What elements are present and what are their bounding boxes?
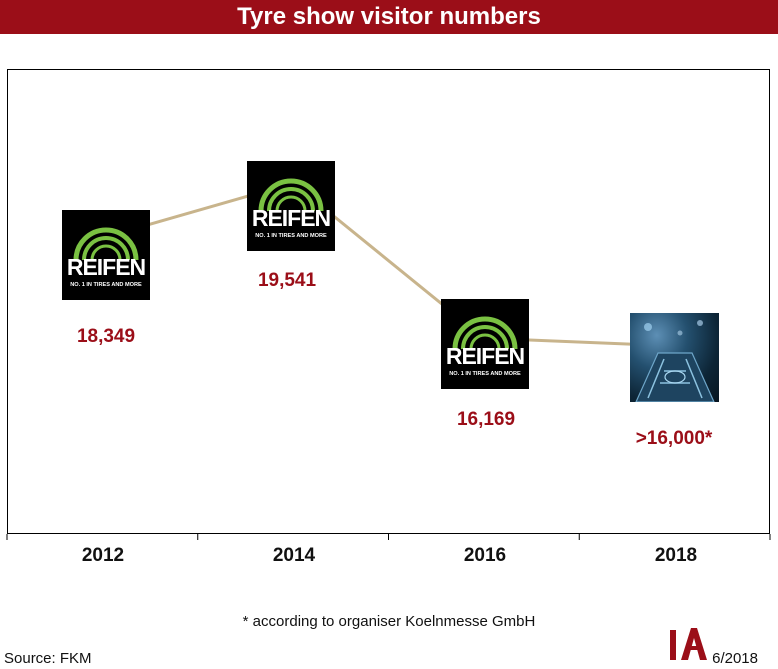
x-tick-label-2018: 2018 [654, 545, 698, 566]
tire-icon [258, 178, 324, 212]
data-label-2016: 16,169 [456, 409, 516, 430]
logo-wordmark: REIFEN [445, 343, 525, 369]
data-label-2012: 18,349 [76, 326, 136, 347]
publication-date: 6/2018 [712, 650, 758, 667]
reifen-logo-marker-2012: REIFEN NO. 1 IN TIRES AND MORE [62, 210, 150, 300]
data-label-2014: 19,541 [257, 270, 317, 291]
data-label-2018: >16,000* [635, 428, 713, 449]
source-note: Source: FKM [4, 650, 92, 667]
footnote: * according to organiser Koelnmesse GmbH [242, 613, 536, 630]
tire-icon [452, 316, 518, 350]
reifen-logo-marker-2014: REIFEN NO. 1 IN TIRES AND MORE [247, 161, 335, 251]
tire-tread-icon [635, 320, 715, 402]
chart-title: Tyre show visitor numbers [0, 0, 778, 34]
logo-wordmark: REIFEN [66, 254, 146, 280]
tire-icon [73, 227, 139, 261]
x-tick-label-2014: 2014 [272, 545, 316, 566]
publisher-logo-icon [670, 628, 707, 660]
logo-wordmark: REIFEN [251, 205, 331, 231]
plot-area [7, 69, 770, 534]
tire-photo-marker-2018 [630, 313, 719, 402]
logo-tagline: NO. 1 IN TIRES AND MORE [70, 282, 142, 288]
logo-tagline: NO. 1 IN TIRES AND MORE [255, 233, 327, 239]
x-tick-label-2012: 2012 [81, 545, 125, 566]
x-axis-ticks [6, 534, 771, 540]
series-line [101, 181, 676, 348]
x-tick-label-2016: 2016 [463, 545, 507, 566]
logo-tagline: NO. 1 IN TIRES AND MORE [449, 371, 521, 377]
series-line-path [101, 181, 675, 348]
reifen-logo-marker-2016: REIFEN NO. 1 IN TIRES AND MORE [441, 299, 529, 389]
